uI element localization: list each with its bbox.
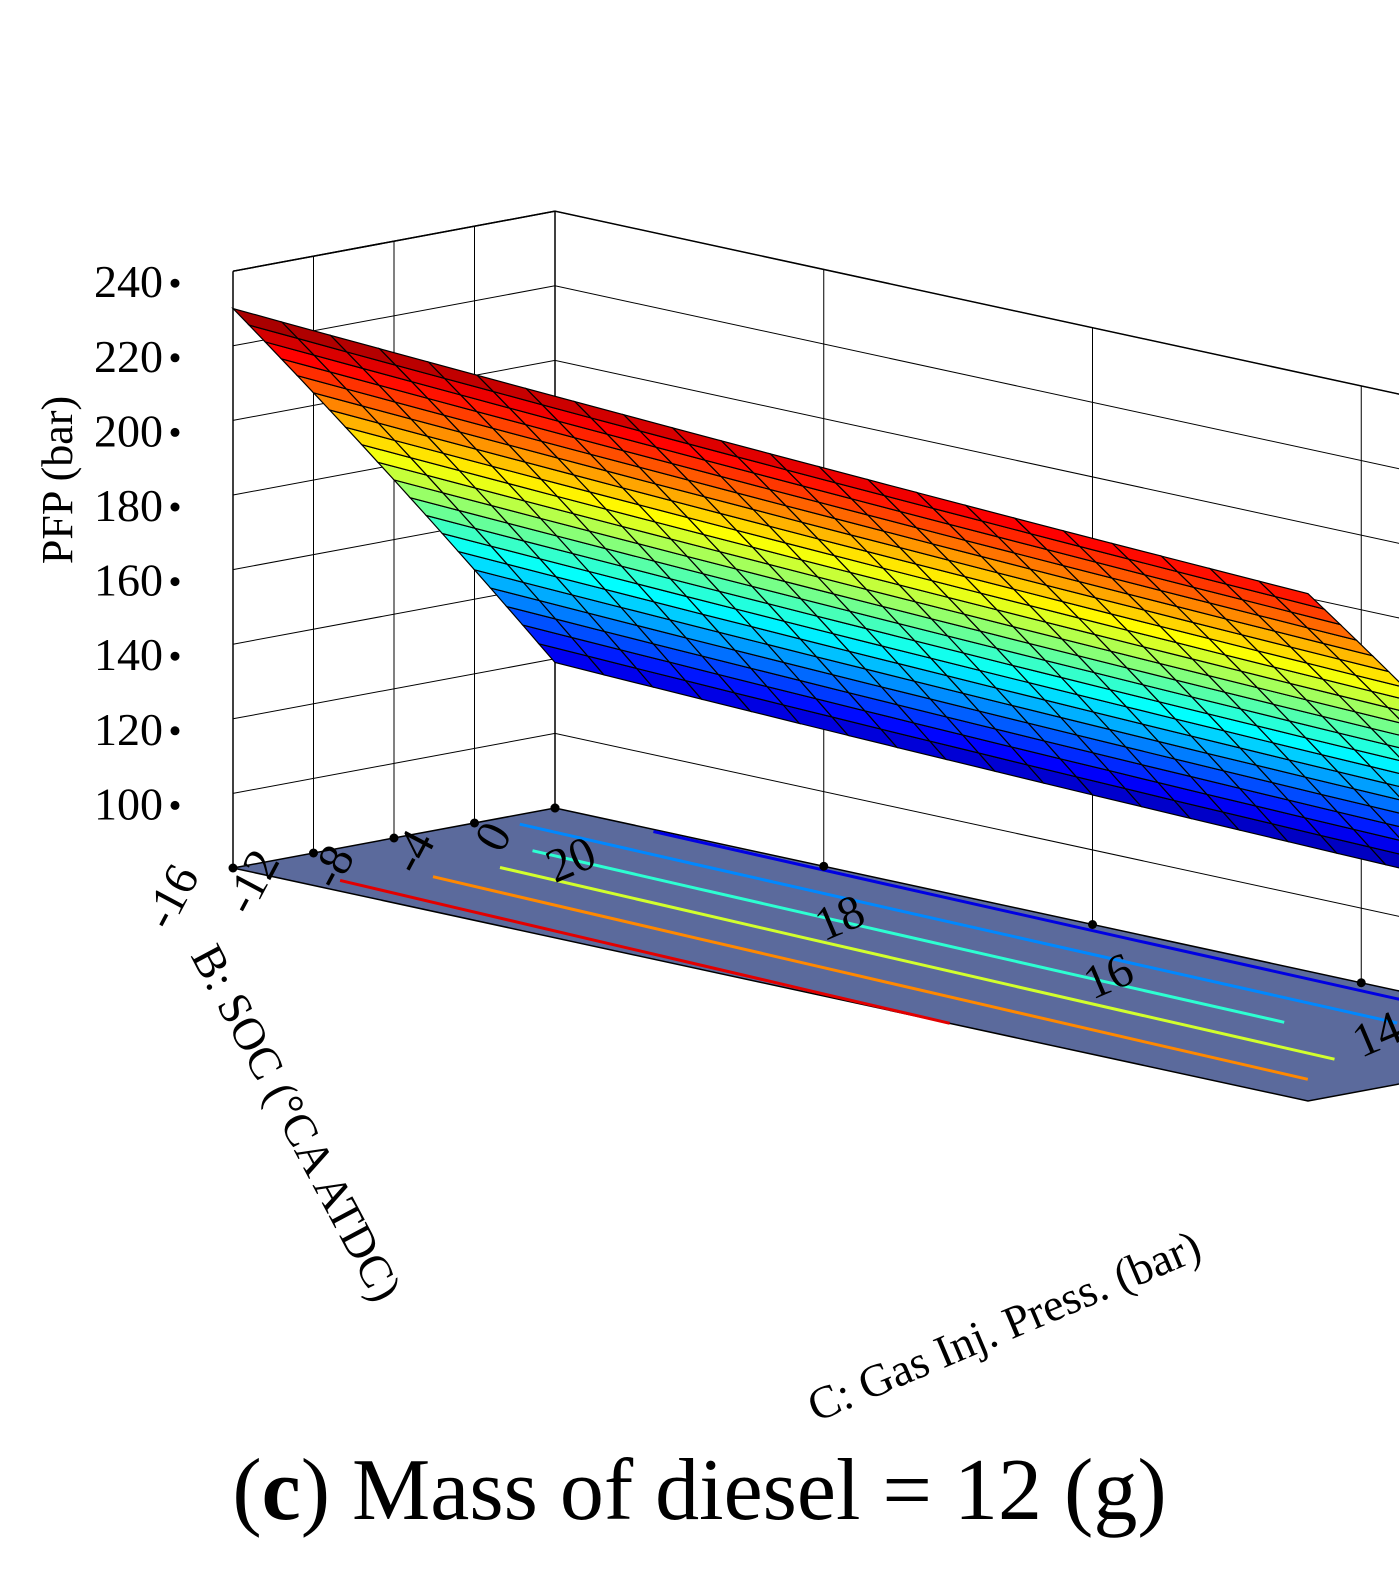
x-tick-mark	[389, 833, 399, 843]
y-tick-mark	[1088, 920, 1097, 929]
contour-line	[432, 875, 1309, 1081]
z-tick-mark	[170, 651, 180, 661]
z-tick-mark	[170, 353, 180, 363]
caption-open: (	[232, 1442, 262, 1539]
wall-gridline	[232, 210, 1399, 395]
z-tick-label: 160	[94, 555, 163, 606]
y-axis-label: C: Gas Inj. Press. (bar)	[800, 1220, 1208, 1432]
y-tick-mark	[819, 861, 829, 871]
surface-cell	[1368, 765, 1399, 788]
z-tick-label: 140	[94, 629, 163, 680]
contour-line	[653, 830, 1399, 1001]
z-tick-label: 200	[94, 405, 163, 456]
z-tick-label: 120	[94, 704, 163, 755]
z-tick-mark	[170, 577, 180, 587]
y-tick-mark	[550, 803, 560, 813]
wall-gridline	[232, 285, 1399, 470]
figure-caption: (c) Mass of diesel = 12 (g)	[0, 1440, 1399, 1541]
response-surface	[231, 307, 1399, 869]
surface-cell	[1369, 727, 1399, 749]
x-tick-label: -16	[133, 856, 210, 937]
z-tick-mark	[170, 726, 180, 736]
z-tick-label: 240	[94, 256, 163, 307]
axes	[170, 271, 1366, 988]
z-tick-mark	[170, 800, 180, 810]
wall-gridline	[232, 732, 1399, 917]
z-tick-mark	[170, 278, 180, 288]
z-tick-label: 180	[94, 480, 163, 531]
x-tick-mark	[228, 863, 238, 873]
z-tick-mark	[170, 502, 180, 512]
surface-cell	[1369, 690, 1399, 711]
surface-cell	[1257, 580, 1327, 611]
contour-line	[499, 866, 1335, 1061]
x-tick-label: -12	[213, 841, 290, 922]
surface-cell	[1368, 805, 1399, 828]
contour-line	[339, 878, 951, 1025]
contour-line	[519, 822, 1398, 1025]
contour-line	[532, 849, 1285, 1024]
x-tick-mark	[309, 848, 318, 858]
surface-cell	[1384, 782, 1399, 798]
surface-cell	[1384, 822, 1399, 839]
y-tick-mark	[1356, 978, 1366, 988]
z-tick-mark	[170, 427, 180, 437]
z-tick-label: 220	[94, 331, 163, 382]
surface-cell	[1385, 743, 1399, 758]
z-tick-label: 100	[94, 778, 163, 829]
z-axis-label: PFP (bar)	[33, 396, 82, 564]
floor-contours	[339, 822, 1399, 1081]
caption-letter: c	[261, 1442, 301, 1539]
x-axis-label: B: SOC (°CA ATDC)	[181, 936, 412, 1309]
x-tick-mark	[470, 818, 479, 828]
caption-text: ) Mass of diesel = 12 (g)	[300, 1442, 1167, 1539]
